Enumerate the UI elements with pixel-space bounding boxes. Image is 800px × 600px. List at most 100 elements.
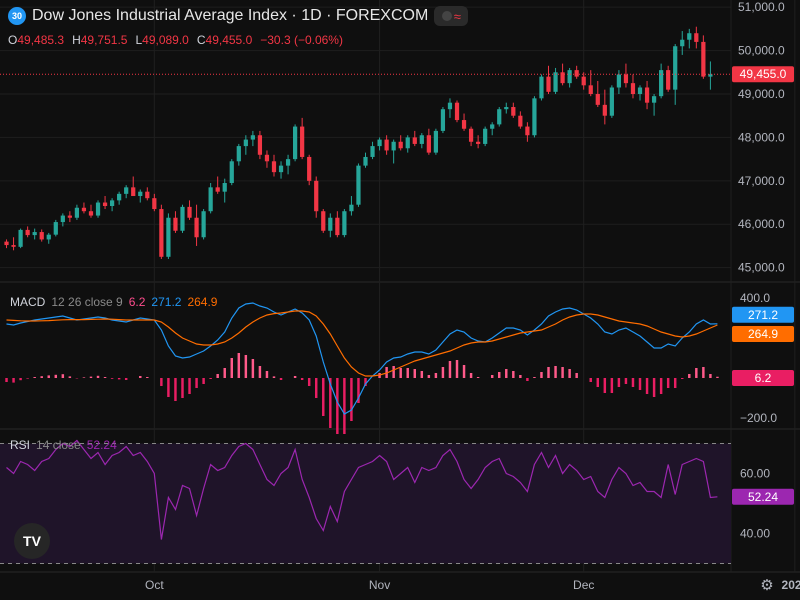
candle-body: [180, 206, 185, 231]
candle-body: [673, 46, 678, 90]
candle-body: [504, 107, 509, 110]
price-tick-label: 45,000.0: [738, 261, 785, 275]
candle-body: [25, 229, 30, 236]
macd-legend-hist: 6.2: [128, 295, 146, 309]
candle-body: [370, 146, 375, 157]
candle-body: [11, 245, 16, 247]
x-tick-label: Oct: [145, 578, 164, 592]
high-key: H: [72, 33, 81, 47]
candle-body: [222, 183, 227, 192]
candle-body: [616, 74, 622, 88]
macd-legend[interactable]: MACD 12 26 close 9 6.2 271.2 264.9: [10, 295, 217, 309]
candle-body: [60, 215, 65, 223]
tradingview-logo[interactable]: TV: [14, 523, 50, 559]
price-candles: [4, 26, 713, 259]
candle-body: [637, 87, 643, 94]
candle-body: [694, 33, 699, 42]
hist-value-badge: 6.2: [755, 371, 772, 385]
symbol-badge-icon[interactable]: 30: [8, 7, 26, 25]
candle-body: [131, 187, 136, 197]
rsi-legend-value: 52.24: [86, 438, 117, 452]
gear-icon[interactable]: ⚙: [760, 577, 774, 594]
candle-body: [314, 180, 319, 212]
candle-body: [687, 33, 692, 40]
rsi-legend-params: 14 close: [36, 438, 81, 452]
indicator-toggle-button[interactable]: ≈: [434, 6, 469, 26]
candle-body: [335, 217, 340, 236]
candle-body: [250, 135, 255, 140]
macd-series-line: [6, 302, 718, 415]
macd-tick-label: 400.0: [740, 291, 770, 305]
candle-body: [574, 70, 579, 77]
close-key: C: [196, 33, 206, 47]
candle-body: [349, 204, 354, 212]
candle-body: [257, 135, 263, 155]
price-tick-label: 50,000.0: [738, 44, 785, 58]
candle-body: [651, 96, 657, 103]
ohlc-readout: O49,485.3 H49,751.5 L49,089.0 C49,455.0 …: [8, 33, 343, 47]
close-value: 49,455.0: [205, 33, 253, 47]
rsi-line-group: [6, 439, 718, 540]
candle-body: [159, 209, 164, 257]
candle-body: [243, 139, 248, 147]
candle-body: [74, 207, 80, 218]
candle-body: [300, 126, 305, 157]
candle-body: [440, 109, 446, 131]
last-price-badge-bg: [732, 66, 794, 83]
candle-body: [152, 198, 157, 210]
candle-body: [581, 76, 586, 86]
time-axis[interactable]: OctNovDec2026Feb: [145, 578, 800, 592]
price-tick-label: 47,000.0: [738, 174, 785, 188]
hist-value-badge-bg: [732, 370, 794, 386]
candle-body: [666, 70, 671, 90]
rsi-series-line: [6, 439, 718, 540]
macd-legend-params: 12 26 close 9: [51, 295, 123, 309]
candle-body: [680, 39, 685, 47]
candle-body: [377, 139, 382, 147]
candle-body: [4, 241, 9, 246]
candle-body: [546, 76, 551, 92]
price-tick-label: 48,000.0: [738, 130, 785, 144]
candle-body: [567, 70, 572, 84]
candle-body: [490, 124, 495, 129]
macd-legend-signal: 264.9: [187, 295, 218, 309]
macd-histogram: [5, 353, 719, 434]
rsi-tick-label: 60.00: [740, 467, 770, 481]
candle-body: [18, 229, 23, 247]
candle-body: [166, 217, 171, 257]
value-badges: 49,455.0 271.2 264.9 6.2 52.24: [732, 66, 794, 505]
candle-body: [454, 102, 460, 121]
candle-body: [67, 215, 72, 218]
x-tick-label: 2026: [782, 578, 800, 592]
candle-body: [405, 137, 410, 149]
candle-body: [447, 102, 453, 110]
signal-value-badge-bg: [732, 326, 794, 343]
candle-body: [659, 70, 664, 97]
ohlc-open: O49,485.3: [8, 33, 64, 47]
rsi-legend-name: RSI: [10, 438, 31, 452]
candle-body: [39, 232, 44, 240]
macd-value-badge-bg: [732, 306, 794, 323]
chart-header: 30 Dow Jones Industrial Average Index · …: [8, 6, 469, 26]
candle-body: [391, 141, 396, 151]
macd-tick-label: −200.0: [740, 411, 777, 425]
candle-body: [173, 217, 178, 231]
rsi-value-badge-bg: [732, 488, 794, 505]
candle-body: [497, 109, 502, 125]
macd-legend-macd: 271.2: [151, 295, 182, 309]
candle-body: [595, 94, 600, 105]
candle-body: [511, 107, 516, 116]
candle-body: [81, 207, 87, 212]
signal-value-badge: 264.9: [748, 327, 778, 341]
open-key: O: [8, 33, 18, 47]
low-key: L: [135, 33, 143, 47]
candle-body: [328, 217, 333, 231]
candle-body: [384, 139, 389, 151]
candle-body: [215, 187, 220, 192]
candle-body: [602, 104, 607, 116]
candle-body: [194, 217, 199, 238]
candle-body: [476, 141, 481, 144]
candle-body: [433, 130, 438, 153]
rsi-legend[interactable]: RSI 14 close 52.24: [10, 438, 117, 452]
